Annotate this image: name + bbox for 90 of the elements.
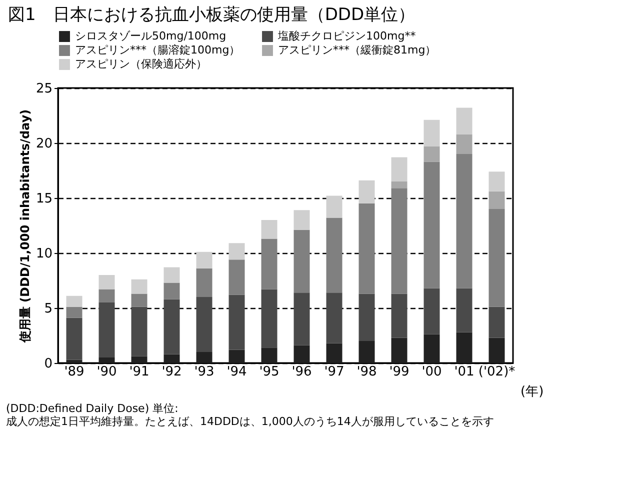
- bar: [164, 299, 180, 354]
- bar: [261, 238, 278, 290]
- bar: [358, 180, 375, 204]
- bar: [98, 275, 115, 290]
- bar: [488, 191, 505, 209]
- y-tick-label: 15: [36, 192, 52, 206]
- bar: [131, 279, 148, 294]
- legend-label: アスピリン（保険適応外）: [75, 58, 207, 70]
- bar: [98, 289, 115, 302]
- bar: [456, 288, 472, 332]
- bar: [456, 108, 472, 134]
- bar: [326, 218, 342, 293]
- bar: [66, 318, 82, 360]
- bar: [358, 294, 375, 341]
- legend-label: シロスタゾール50mg/100mg: [75, 30, 226, 43]
- bar: [456, 154, 472, 288]
- chart-title: 図1 日本における抗血小板薬の使用量（DDD単位）: [8, 5, 416, 25]
- x-tick-label: '95: [259, 364, 280, 380]
- bar: [326, 292, 342, 344]
- bar: [326, 343, 342, 363]
- bar: [196, 252, 212, 268]
- y-tick-label: 20: [36, 136, 52, 152]
- bar: [294, 210, 310, 230]
- y-tick-label: 0: [44, 356, 52, 372]
- x-axis-title: (年): [520, 384, 544, 400]
- legend-label: アスピリン***（緩衝錠81mg）: [278, 44, 436, 56]
- bar: [488, 209, 505, 307]
- bar: [424, 146, 440, 162]
- bar: [66, 296, 82, 307]
- x-tick-label: '96: [292, 364, 312, 380]
- bar: [66, 306, 82, 318]
- y-tick-label: 10: [36, 246, 52, 262]
- bar: [424, 120, 440, 146]
- x-tick-label: '01: [454, 364, 474, 380]
- bar: [424, 334, 440, 363]
- bar: [424, 288, 440, 334]
- bar: [131, 306, 148, 356]
- bar: [196, 352, 212, 363]
- x-tick-label: '93: [194, 364, 214, 380]
- x-tick-label: '89: [64, 364, 84, 380]
- x-tick-label: '99: [389, 364, 410, 380]
- bar: [456, 134, 472, 154]
- x-tick-label: '97: [324, 364, 344, 380]
- x-tick-label: '90: [96, 364, 117, 380]
- x-tick-label: '94: [226, 364, 247, 380]
- bar: [294, 345, 310, 363]
- bar: [391, 157, 408, 182]
- bar: [391, 188, 408, 294]
- bar: [228, 350, 245, 363]
- bar: [98, 302, 115, 358]
- bar: [66, 360, 82, 363]
- bar: [98, 358, 115, 363]
- bar: [164, 267, 180, 283]
- bar: [488, 306, 505, 338]
- bar: [261, 289, 278, 348]
- bar: [391, 294, 408, 338]
- y-axis-title: 使用量 (DDD/1,000 inhabitants/day): [18, 109, 32, 344]
- x-tick-label: '98: [356, 364, 377, 380]
- bar: [326, 196, 342, 218]
- bar: [358, 204, 375, 294]
- bar: [456, 332, 472, 363]
- bar: [131, 294, 148, 307]
- text: (DDD:Defined Daily Dose) 単位:: [6, 402, 180, 415]
- bar: [164, 282, 180, 300]
- bar: [196, 297, 212, 352]
- bar: [131, 356, 148, 363]
- bar: [164, 354, 180, 363]
- bar: [391, 338, 408, 363]
- bar: [196, 268, 212, 297]
- bar: [358, 341, 375, 363]
- legend-label: 塩酸チクロピジン100mg**: [277, 30, 416, 43]
- x-tick-label: '00: [422, 364, 442, 380]
- bar: [294, 230, 310, 293]
- y-tick-label: 25: [36, 82, 52, 96]
- bar: [391, 182, 408, 188]
- bar: [228, 294, 245, 350]
- x-tick-label: '91: [129, 364, 150, 380]
- x-tick-label: '92: [162, 364, 182, 380]
- bar: [261, 348, 278, 363]
- x-tick-label: ('02)*: [478, 364, 516, 380]
- text: 成人の想定1日平均維持量。たとえば、14DDDは、1,000人のうち14人が服用していることを示す: [6, 415, 495, 428]
- bar: [294, 292, 310, 346]
- bar: [228, 243, 245, 260]
- bar: [228, 260, 245, 295]
- bar: [488, 172, 505, 192]
- legend-label: アスピリン***（腸溶錠100mg）: [75, 44, 240, 56]
- bar: [424, 162, 440, 288]
- y-tick-label: 5: [44, 302, 52, 316]
- bar: [488, 338, 505, 363]
- bar: [261, 220, 278, 239]
